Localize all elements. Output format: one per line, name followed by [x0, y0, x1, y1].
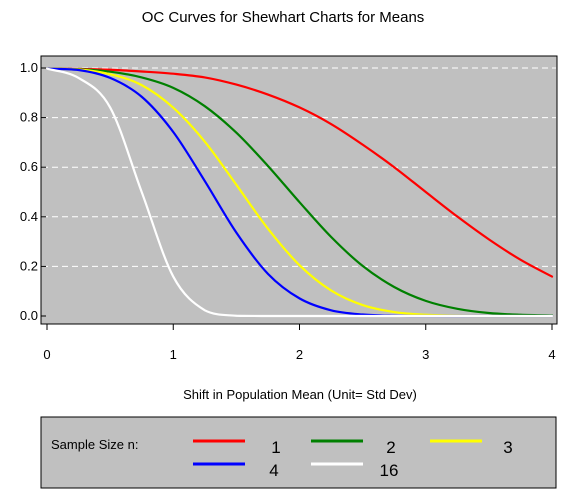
- legend-label-n-2: 2: [386, 438, 395, 457]
- series-line-n-1: [45, 67, 554, 278]
- legend-label-n-16: 16: [380, 461, 399, 480]
- x-tick-label: 2: [296, 347, 303, 362]
- series-lines: [45, 67, 554, 318]
- legend-label-n-3: 3: [503, 438, 512, 457]
- y-tick-label: 1.0: [20, 60, 38, 75]
- chart-title: OC Curves for Shewhart Charts for Means: [142, 9, 425, 26]
- x-tick-label: 1: [170, 347, 177, 362]
- legend-box: [40, 416, 557, 489]
- x-axis-label: Shift in Population Mean (Unit= Std Dev): [183, 387, 417, 402]
- y-tick-label: 0.4: [20, 209, 38, 224]
- y-tick-label: 0.2: [20, 258, 38, 273]
- x-axis-ticks: 0 1 2 3 4: [43, 324, 556, 362]
- y-axis-ticks: 0.0 0.2 0.4 0.6 0.8 1.0: [20, 60, 46, 323]
- legend-label-n-1: 1: [271, 438, 280, 457]
- series-line-n-2: [45, 67, 554, 317]
- y-tick-label: 0.6: [20, 159, 38, 174]
- x-tick-label: 3: [422, 347, 429, 362]
- series-line-n-16: [45, 67, 554, 318]
- legend-entries: 1 2 3 4 16: [193, 438, 513, 480]
- legend-title: Sample Size n:: [51, 437, 138, 452]
- y-tick-label: 0.8: [20, 110, 38, 125]
- plot-area: [40, 55, 558, 325]
- y-tick-label: 0.0: [20, 308, 38, 323]
- grid-lines: [42, 67, 556, 267]
- x-tick-label: 0: [43, 347, 50, 362]
- x-tick-label: 4: [548, 347, 555, 362]
- legend-label-n-4: 4: [269, 461, 278, 480]
